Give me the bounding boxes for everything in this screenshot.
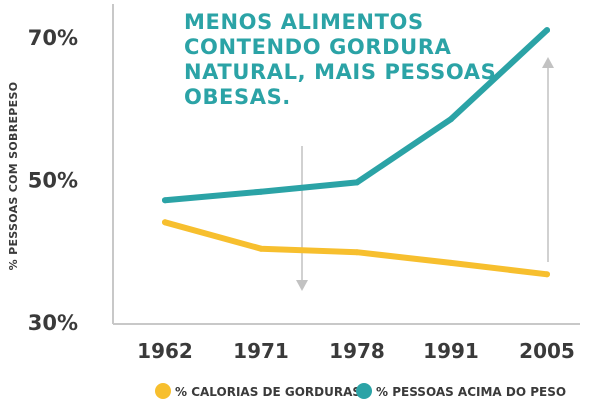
series-1-point [544, 271, 550, 278]
x-tick-label: 1991 [423, 339, 479, 363]
series-2-point [354, 179, 360, 186]
trend-arrows [296, 57, 554, 291]
series-1-point [354, 249, 360, 256]
legend: % CALORIAS DE GORDURAS % PESSOAS ACIMA DO… [155, 383, 566, 399]
y-tick-label: 30% [28, 311, 78, 335]
chart-title-line: OBESAS. [184, 85, 291, 109]
chart-title-line: CONTENDO GORDURA [184, 35, 452, 59]
series-layer [162, 27, 550, 278]
series-1-point [448, 259, 454, 266]
tick-labels: 30% 50% 70% 1962 1971 1978 1991 2005 [28, 26, 575, 363]
chart-title-line: NATURAL, MAIS PESSOAS [184, 60, 496, 84]
x-tick-label: 1971 [233, 339, 289, 363]
series-2-point [162, 197, 168, 204]
series-2-point [258, 188, 264, 195]
down-arrow-head [296, 280, 308, 291]
legend-label: % PESSOAS ACIMA DO PESO [376, 385, 566, 399]
series-2-point [448, 116, 454, 123]
y-tick-label: 70% [28, 26, 78, 50]
axes [112, 4, 580, 325]
y-axis-label: % PESSOAS COM SOBREPESO [7, 82, 20, 271]
legend-swatch [356, 383, 372, 399]
x-tick-label: 1962 [137, 339, 193, 363]
y-tick-label: 50% [28, 169, 78, 193]
series-line-1 [162, 219, 550, 278]
up-arrow-head [542, 57, 554, 68]
series-1-point [258, 245, 264, 252]
x-tick-label: 2005 [519, 339, 575, 363]
series-1-point [162, 219, 168, 226]
legend-label: % CALORIAS DE GORDURAS [175, 385, 361, 399]
legend-swatch [155, 383, 171, 399]
series-2-point [544, 27, 550, 34]
x-tick-label: 1978 [329, 339, 385, 363]
chart-title-line: MENOS ALIMENTOS [184, 10, 424, 34]
